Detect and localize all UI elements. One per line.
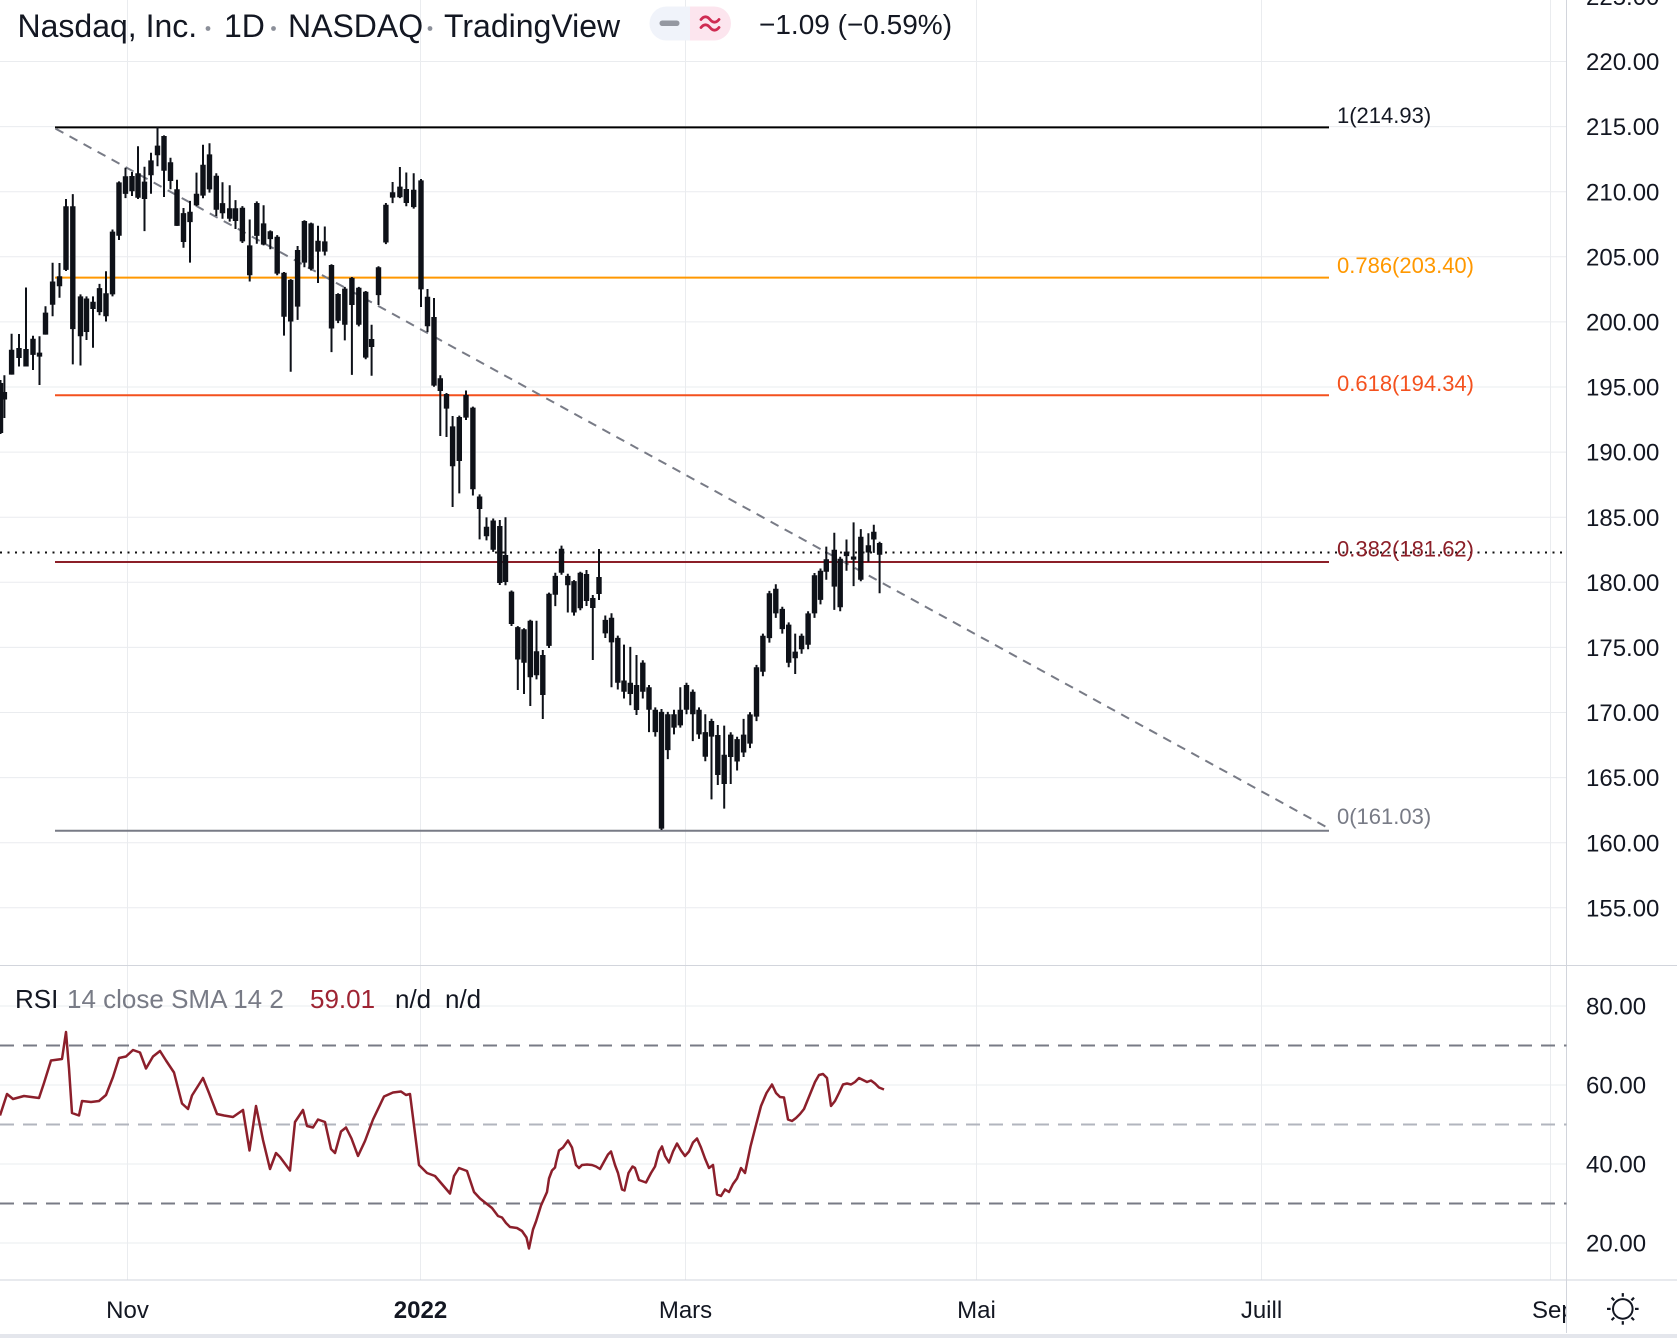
svg-text:220.00: 220.00 — [1586, 49, 1659, 76]
svg-text:Mars: Mars — [659, 1297, 712, 1324]
svg-text:Mai: Mai — [957, 1297, 996, 1324]
svg-text:200.00: 200.00 — [1586, 310, 1659, 337]
svg-text:14 close SMA 14 2: 14 close SMA 14 2 — [67, 984, 284, 1014]
svg-text:1(214.93): 1(214.93) — [1337, 103, 1431, 128]
svg-text:170.00: 170.00 — [1586, 700, 1659, 727]
svg-text:59.01: 59.01 — [310, 984, 375, 1014]
svg-text:175.00: 175.00 — [1586, 635, 1659, 662]
svg-text:−1.09 (−0.59%): −1.09 (−0.59%) — [759, 9, 952, 40]
svg-text:0.382(181.62): 0.382(181.62) — [1337, 537, 1474, 562]
svg-text:Nasdaq, Inc.: Nasdaq, Inc. — [18, 8, 198, 44]
svg-text:20.00: 20.00 — [1586, 1231, 1646, 1258]
svg-text:Nov: Nov — [106, 1297, 149, 1324]
svg-text:40.00: 40.00 — [1586, 1152, 1646, 1179]
svg-text:0.618(194.34): 0.618(194.34) — [1337, 371, 1474, 396]
svg-text:160.00: 160.00 — [1586, 830, 1659, 857]
svg-text:215.00: 215.00 — [1586, 114, 1659, 141]
svg-text:195.00: 195.00 — [1586, 375, 1659, 402]
svg-text:Sep: Sep — [1532, 1297, 1575, 1324]
svg-text:225.00: 225.00 — [1586, 0, 1659, 11]
svg-text:RSI: RSI — [15, 984, 58, 1014]
svg-text:180.00: 180.00 — [1586, 570, 1659, 597]
svg-text:Juill: Juill — [1241, 1297, 1282, 1324]
svg-text:n/d: n/d — [445, 984, 481, 1014]
svg-text:TradingView: TradingView — [444, 8, 621, 44]
svg-text:185.00: 185.00 — [1586, 505, 1659, 532]
svg-text:0.786(203.40): 0.786(203.40) — [1337, 253, 1474, 278]
svg-text:2022: 2022 — [394, 1297, 447, 1324]
svg-text:165.00: 165.00 — [1586, 765, 1659, 792]
svg-text:80.00: 80.00 — [1586, 994, 1646, 1021]
svg-text:155.00: 155.00 — [1586, 895, 1659, 922]
svg-text:0(161.03): 0(161.03) — [1337, 804, 1431, 829]
svg-text:190.00: 190.00 — [1586, 440, 1659, 467]
svg-text:NASDAQ: NASDAQ — [288, 8, 423, 44]
svg-text:210.00: 210.00 — [1586, 179, 1659, 206]
svg-text:n/d: n/d — [395, 984, 431, 1014]
svg-text:60.00: 60.00 — [1586, 1073, 1646, 1100]
svg-text:1D: 1D — [224, 8, 265, 44]
svg-text:205.00: 205.00 — [1586, 244, 1659, 271]
